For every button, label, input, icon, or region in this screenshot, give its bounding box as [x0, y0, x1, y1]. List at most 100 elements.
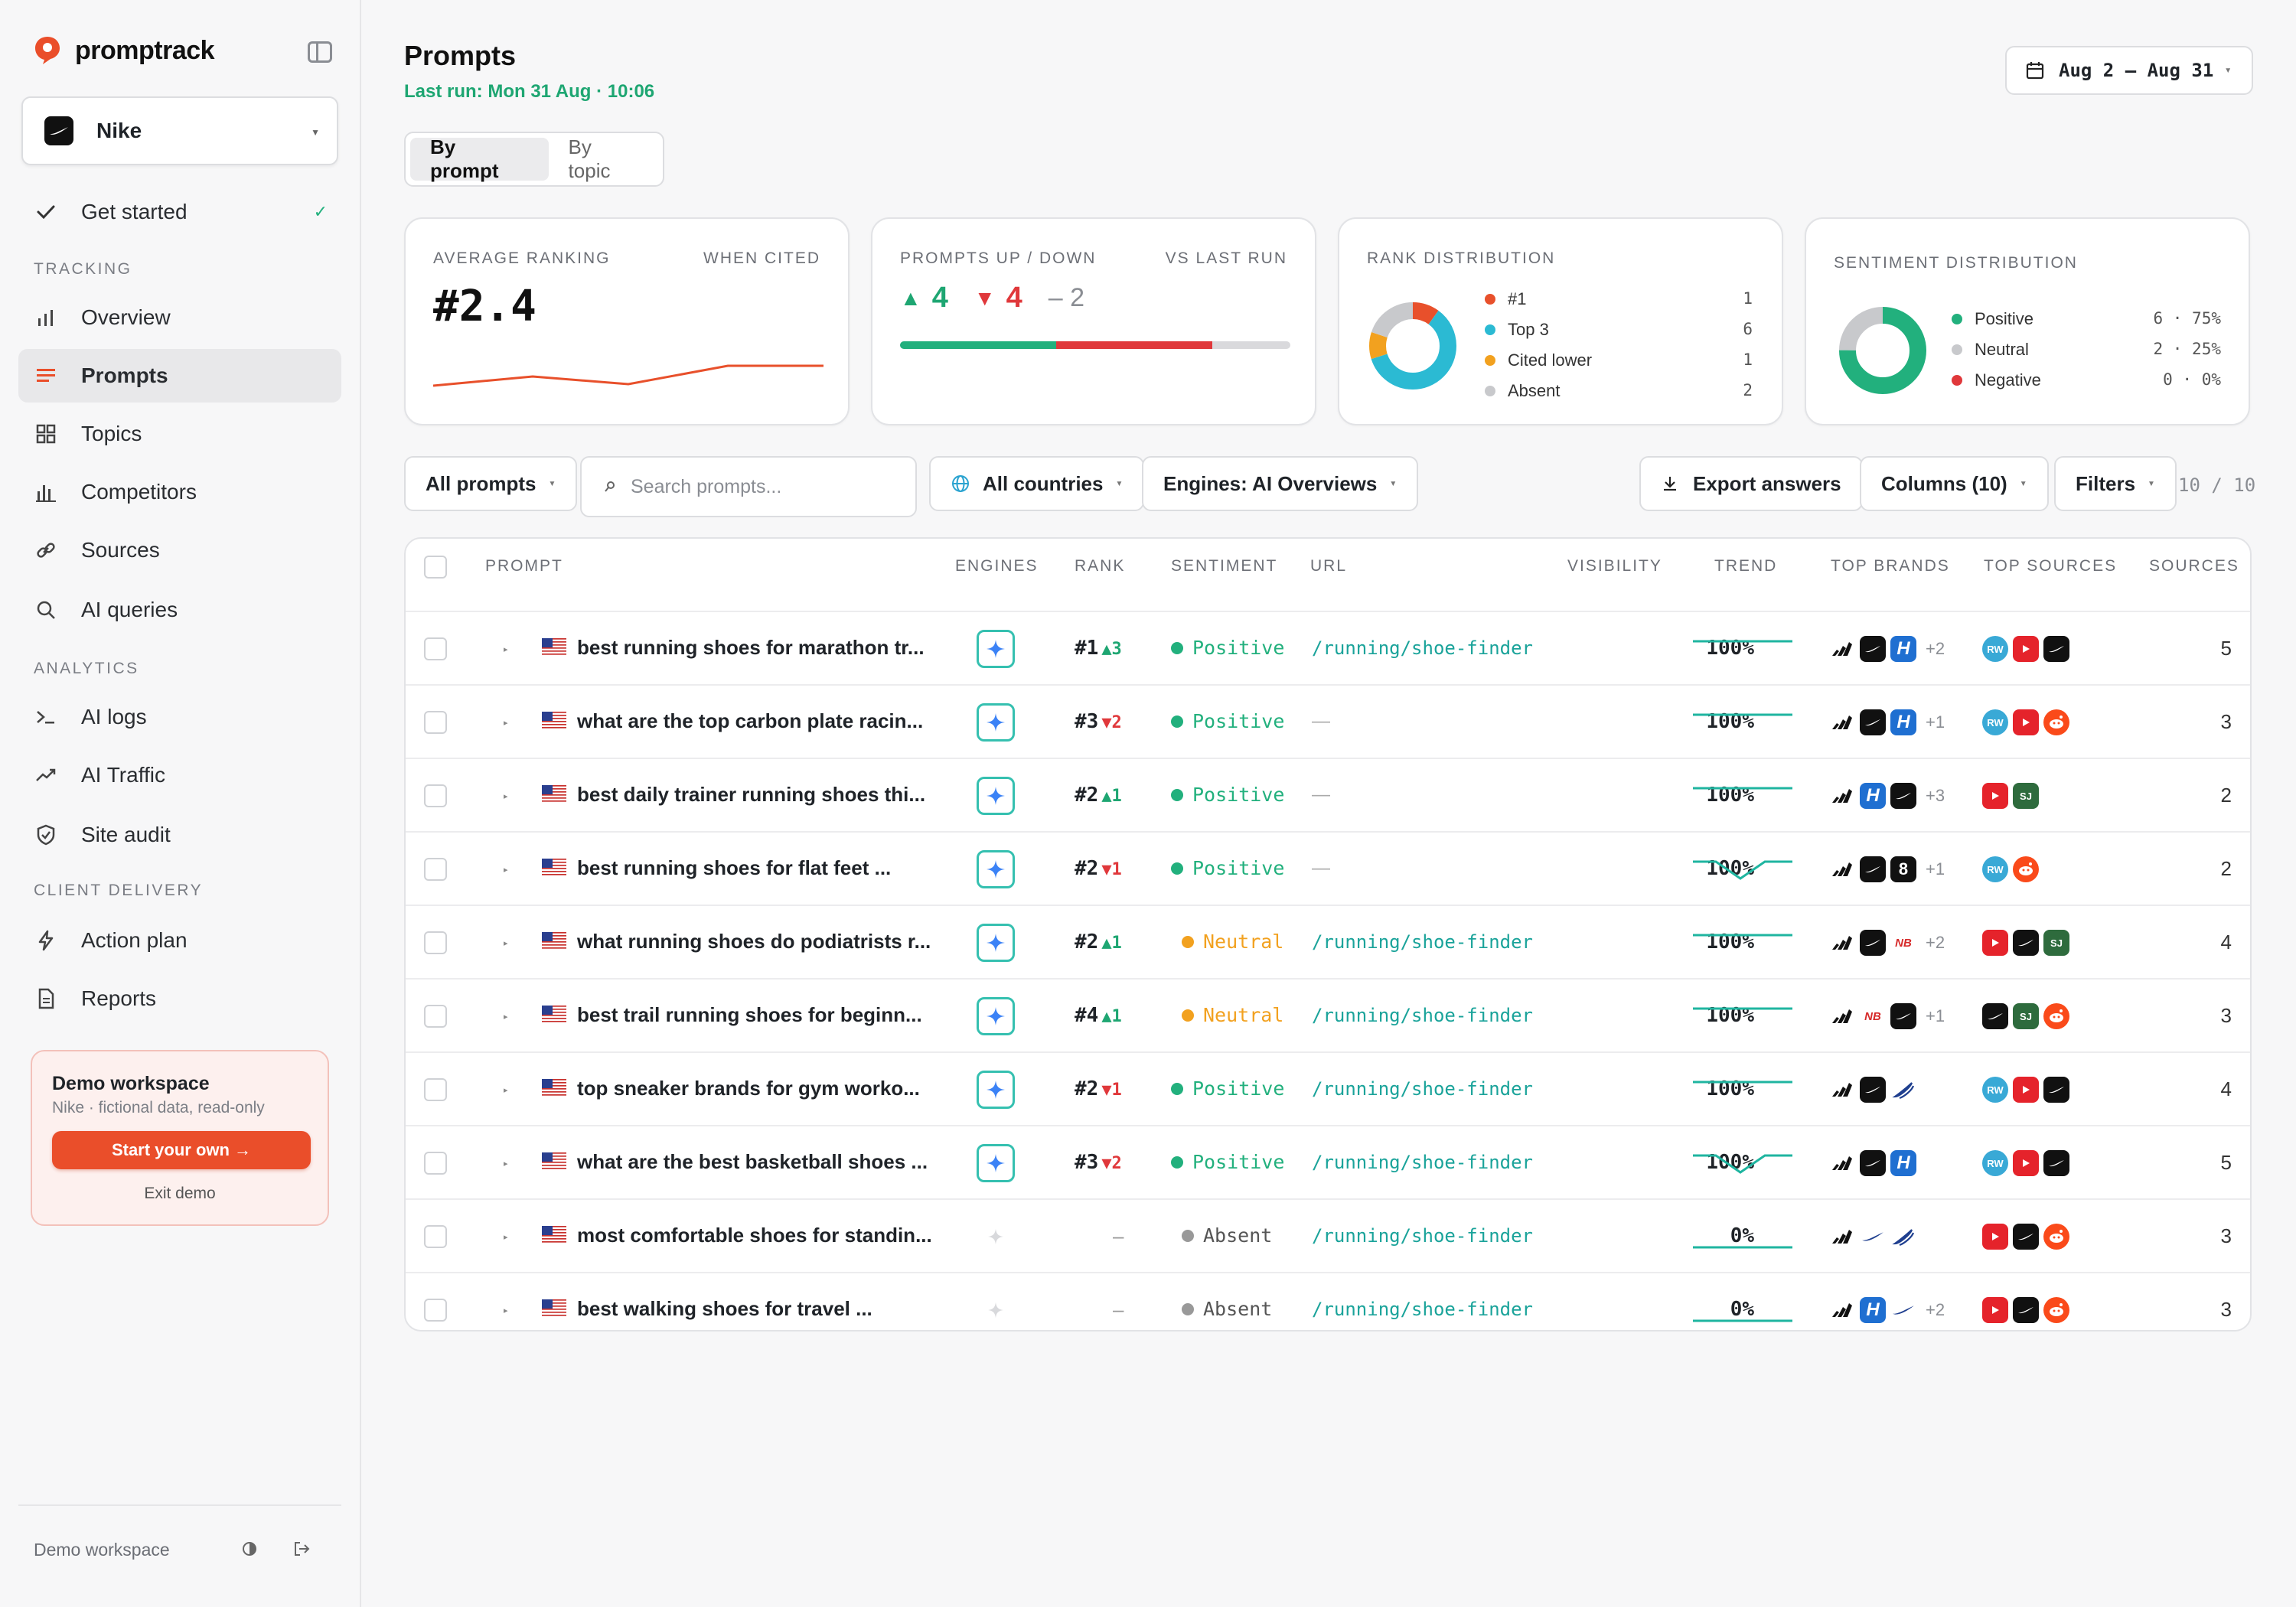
theme-toggle-icon[interactable]: [239, 1538, 260, 1560]
prompt-text[interactable]: what are the top carbon plate racin...: [577, 709, 924, 732]
row-checkbox[interactable]: [424, 858, 447, 881]
sidebar-item-reports[interactable]: Reports: [18, 972, 341, 1025]
url-link[interactable]: /running/shoe-finder: [1312, 1005, 1533, 1026]
prompt-text[interactable]: best daily trainer running shoes thi...: [577, 783, 926, 806]
sidebar-item-topics[interactable]: Topics: [18, 407, 341, 461]
table-row[interactable]: ▸ best trail running shoes for beginn... #…: [406, 978, 2250, 1051]
brands-more-count[interactable]: +3: [1926, 786, 1945, 805]
column-header-url[interactable]: URL: [1310, 557, 1348, 575]
row-checkbox[interactable]: [424, 637, 447, 660]
search-input[interactable]: Search prompts...: [580, 456, 917, 517]
table-row[interactable]: ▸ best walking shoes for travel ... – Absen…: [406, 1272, 2250, 1330]
url-link[interactable]: /running/shoe-finder: [1312, 1299, 1533, 1320]
filters-dropdown[interactable]: Filters ▼: [2054, 456, 2177, 511]
url-link[interactable]: /running/shoe-finder: [1312, 1225, 1533, 1247]
start-your-own-button[interactable]: Start your own →: [52, 1131, 311, 1169]
sidebar-item-get-started[interactable]: Get started ✓: [18, 185, 341, 239]
prompt-text[interactable]: what are the best basketball shoes ...: [577, 1150, 928, 1173]
url-link[interactable]: /running/shoe-finder: [1312, 931, 1533, 953]
table-row[interactable]: ▸ best running shoes for flat feet ... #2 ▼…: [406, 831, 2250, 905]
table-row[interactable]: ▸ what are the top carbon plate racin... #…: [406, 684, 2250, 758]
row-checkbox[interactable]: [424, 1078, 447, 1101]
column-header-sentiment[interactable]: SENTIMENT: [1171, 557, 1278, 575]
prompt-text[interactable]: best running shoes for flat feet ...: [577, 856, 892, 879]
row-checkbox[interactable]: [424, 1152, 447, 1175]
column-header-sources[interactable]: SOURCES: [2149, 557, 2239, 575]
expand-row-icon[interactable]: ▸: [504, 939, 508, 948]
row-checkbox[interactable]: [424, 711, 447, 734]
sidebar-item-ai-queries[interactable]: AI queries: [18, 583, 341, 637]
table-row[interactable]: ▸ best daily trainer running shoes thi...…: [406, 758, 2250, 831]
sidebar-item-ai-logs[interactable]: AI logs: [18, 690, 341, 744]
ai-overviews-engine-icon[interactable]: [977, 630, 1015, 668]
exit-demo-link[interactable]: Exit demo: [144, 1185, 216, 1202]
column-header-visibility[interactable]: VISIBILITY: [1567, 557, 1662, 575]
date-range-picker[interactable]: Aug 2 – Aug 31 ▼: [2005, 46, 2253, 95]
url-link[interactable]: /running/shoe-finder: [1312, 637, 1533, 659]
ai-overviews-engine-icon[interactable]: [977, 703, 1015, 742]
expand-row-icon[interactable]: ▸: [504, 1306, 508, 1315]
sidebar-item-competitors[interactable]: Competitors: [18, 465, 341, 519]
countries-dropdown[interactable]: All countries ▼: [929, 456, 1145, 511]
prompt-text[interactable]: best running shoes for marathon tr...: [577, 636, 925, 659]
ai-overviews-engine-icon[interactable]: [977, 997, 1015, 1035]
sidebar-item-ai-traffic[interactable]: AI Traffic: [18, 748, 341, 802]
brand-selector[interactable]: Nike ▼: [21, 96, 338, 165]
column-header-top-sources[interactable]: TOP SOURCES: [1984, 557, 2118, 575]
row-checkbox[interactable]: [424, 1005, 447, 1028]
column-header-engines[interactable]: ENGINES: [955, 557, 1039, 575]
brands-more-count[interactable]: +2: [1926, 639, 1945, 658]
sidebar-collapse-icon[interactable]: [308, 41, 332, 63]
brands-more-count[interactable]: +1: [1926, 712, 1945, 732]
logout-icon[interactable]: [291, 1538, 312, 1560]
column-header-prompt[interactable]: PROMPT: [485, 557, 563, 575]
sidebar-item-action-plan[interactable]: Action plan: [18, 914, 341, 967]
expand-row-icon[interactable]: ▸: [504, 792, 508, 801]
row-checkbox[interactable]: [424, 931, 447, 954]
expand-row-icon[interactable]: ▸: [504, 1012, 508, 1022]
ai-overviews-engine-icon[interactable]: [977, 1144, 1015, 1182]
expand-row-icon[interactable]: ▸: [504, 645, 508, 654]
table-row[interactable]: ▸ top sneaker brands for gym worko... #2 ▼1…: [406, 1051, 2250, 1125]
ai-overviews-engine-icon[interactable]: [977, 850, 1015, 888]
column-header-top-brands[interactable]: TOP BRANDS: [1831, 557, 1950, 575]
expand-row-icon[interactable]: ▸: [504, 1233, 508, 1242]
export-answers-button[interactable]: Export answers: [1639, 456, 1863, 511]
expand-row-icon[interactable]: ▸: [504, 719, 508, 728]
prompt-text[interactable]: most comfortable shoes for standin...: [577, 1224, 932, 1247]
row-checkbox[interactable]: [424, 1299, 447, 1322]
row-checkbox[interactable]: [424, 1225, 447, 1248]
column-header-trend[interactable]: TREND: [1714, 557, 1778, 575]
column-header-rank[interactable]: RANK: [1075, 557, 1126, 575]
all-prompts-dropdown[interactable]: All prompts ▼: [404, 456, 578, 511]
expand-row-icon[interactable]: ▸: [504, 865, 508, 875]
expand-row-icon[interactable]: ▸: [504, 1086, 508, 1095]
brands-more-count[interactable]: +1: [1926, 859, 1945, 878]
prompt-text[interactable]: what running shoes do podiatrists r...: [577, 930, 931, 953]
table-row[interactable]: ▸ best running shoes for marathon tr... #1…: [406, 611, 2250, 684]
columns-dropdown[interactable]: Columns (10) ▼: [1860, 456, 2049, 511]
tab-by-prompt[interactable]: By prompt: [410, 135, 549, 182]
tab-by-topic[interactable]: By topic: [568, 135, 611, 182]
ai-overviews-engine-icon[interactable]: [977, 1071, 1015, 1109]
ai-overviews-engine-icon[interactable]: [977, 924, 1015, 962]
ai-overviews-engine-icon[interactable]: [977, 777, 1015, 815]
brands-more-count[interactable]: +2: [1926, 1300, 1945, 1319]
sidebar-item-sources[interactable]: Sources: [18, 523, 341, 577]
select-all-checkbox[interactable]: [424, 556, 447, 579]
expand-row-icon[interactable]: ▸: [504, 1159, 508, 1169]
engines-dropdown[interactable]: Engines: AI Overviews ▼: [1142, 456, 1419, 511]
row-checkbox[interactable]: [424, 784, 447, 807]
prompt-text[interactable]: top sneaker brands for gym worko...: [577, 1077, 920, 1100]
url-link[interactable]: /running/shoe-finder: [1312, 1078, 1533, 1100]
prompt-text[interactable]: best walking shoes for travel ...: [577, 1297, 872, 1320]
table-row[interactable]: ▸ what running shoes do podiatrists r... #…: [406, 905, 2250, 978]
brands-more-count[interactable]: +2: [1926, 933, 1945, 952]
prompt-text[interactable]: best trail running shoes for beginn...: [577, 1003, 922, 1026]
app-logo[interactable]: promptrack: [34, 35, 215, 66]
sidebar-item-prompts[interactable]: Prompts: [18, 349, 341, 403]
sidebar-item-overview[interactable]: Overview: [18, 291, 341, 344]
brands-more-count[interactable]: +1: [1926, 1006, 1945, 1025]
sidebar-item-site-audit[interactable]: Site audit: [18, 808, 341, 862]
table-row[interactable]: ▸ what are the best basketball shoes ... #…: [406, 1125, 2250, 1198]
